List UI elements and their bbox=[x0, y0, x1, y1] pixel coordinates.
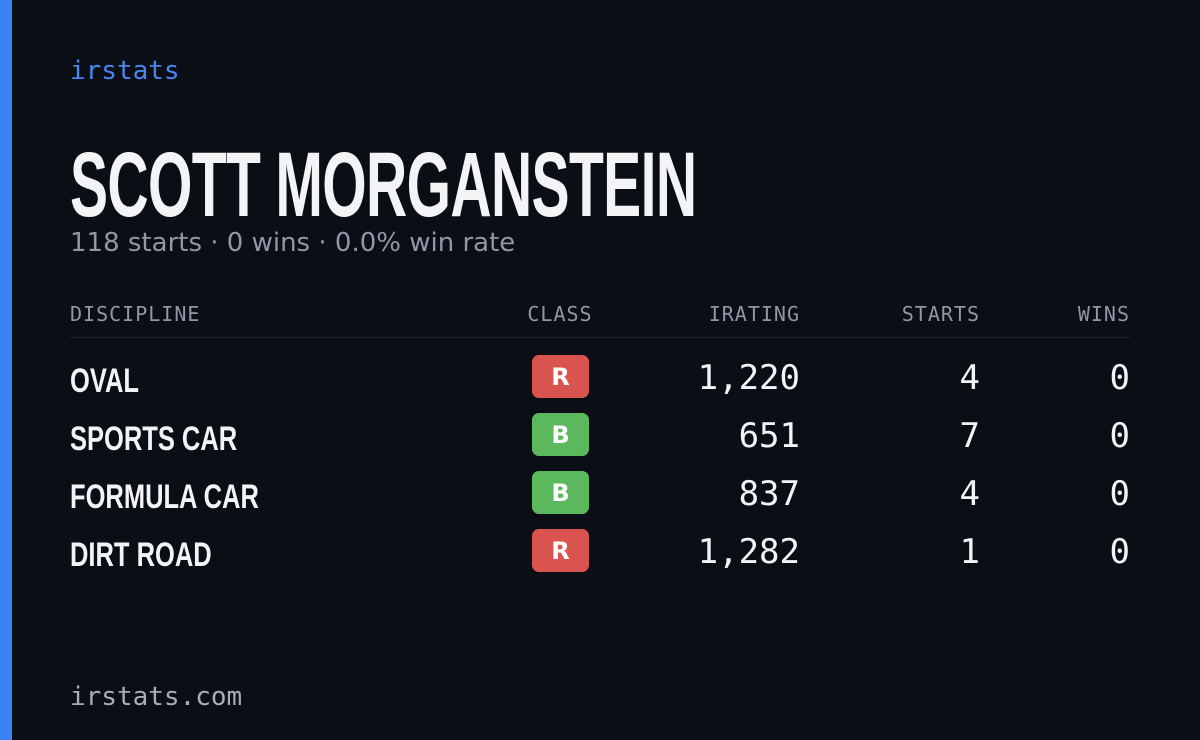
wins: 0 bbox=[1109, 474, 1130, 514]
header-class: CLASS bbox=[527, 302, 593, 326]
class-badge: R bbox=[532, 529, 589, 572]
header-irating: IRATING bbox=[708, 302, 800, 326]
driver-summary: 118 starts · 0 wins · 0.0% win rate bbox=[70, 228, 516, 258]
brand: irstats bbox=[70, 56, 180, 86]
irating: 1,220 bbox=[697, 358, 800, 398]
discipline: DIRT ROAD bbox=[70, 536, 212, 574]
discipline: SPORTS CAR bbox=[70, 420, 238, 458]
starts: 7 bbox=[959, 416, 980, 456]
wins: 0 bbox=[1109, 532, 1130, 572]
wins: 0 bbox=[1109, 358, 1130, 398]
starts: 1 bbox=[959, 532, 980, 572]
discipline: OVAL bbox=[70, 362, 139, 400]
driver-name: SCOTT MORGANSTEIN bbox=[70, 134, 697, 236]
irating: 1,282 bbox=[697, 532, 800, 572]
wins: 0 bbox=[1109, 416, 1130, 456]
header-rule bbox=[70, 337, 1130, 338]
accent-bar bbox=[0, 0, 12, 740]
class-badge: B bbox=[532, 471, 589, 514]
starts: 4 bbox=[959, 474, 980, 514]
header-starts: STARTS bbox=[901, 302, 980, 326]
header-discipline: DISCIPLINE bbox=[70, 302, 201, 326]
irating: 837 bbox=[738, 474, 800, 514]
header-wins: WINS bbox=[1077, 302, 1130, 326]
class-badge: B bbox=[532, 413, 589, 456]
starts: 4 bbox=[959, 358, 980, 398]
class-badge: R bbox=[532, 355, 589, 398]
irating: 651 bbox=[738, 416, 800, 456]
footer: irstats.com bbox=[70, 682, 243, 712]
discipline: FORMULA CAR bbox=[70, 478, 259, 516]
